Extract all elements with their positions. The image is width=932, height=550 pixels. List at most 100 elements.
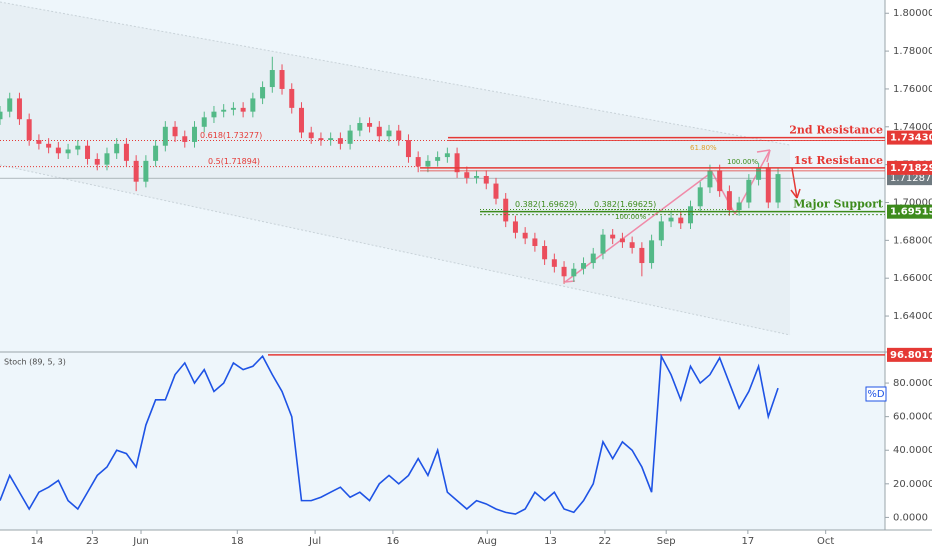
channel-bottom <box>0 164 791 336</box>
stoch-level-label: 96.8017 <box>890 350 932 361</box>
candle-body <box>192 126 198 142</box>
candle-body <box>697 187 703 207</box>
candle-body <box>347 130 353 144</box>
y-tick-label: 1.74000 <box>893 122 932 133</box>
candle-body <box>75 145 81 150</box>
level-name: Major Support <box>793 198 884 211</box>
candle-body <box>114 143 120 154</box>
candle-body <box>133 160 139 182</box>
candle-body <box>357 123 363 131</box>
candle-body <box>26 119 32 141</box>
candle-body <box>36 140 42 144</box>
candle-body <box>65 149 71 154</box>
y-tick-label: 1.64000 <box>893 311 932 322</box>
candle-body <box>221 109 227 112</box>
candle-body <box>493 183 499 199</box>
y-tick-label: 0.0000 <box>893 512 928 523</box>
fib-percent: 100.00% <box>727 158 758 166</box>
candle-body <box>250 98 256 112</box>
fib-label: 0.618(1.73277) <box>200 131 262 140</box>
x-tick-label: 23 <box>86 536 99 547</box>
candle-body <box>308 132 314 139</box>
candle-body <box>765 168 771 203</box>
candle-body <box>240 107 246 112</box>
candle-body <box>435 157 441 161</box>
x-tick-label: Aug <box>477 536 497 547</box>
candle-body <box>279 70 285 89</box>
candle-body <box>590 253 596 264</box>
y-tick-label: 1.80000 <box>893 8 932 19</box>
candle-body <box>668 217 674 222</box>
candle-body <box>717 170 723 192</box>
candle-body <box>211 111 217 118</box>
fib-percent: 100.00% <box>615 213 646 221</box>
candle-body <box>260 87 266 99</box>
candle-body <box>162 126 168 146</box>
y-tick-label: 1.70000 <box>893 197 932 208</box>
legend-label: %D <box>867 389 885 400</box>
candle-body <box>16 98 22 120</box>
down-arrow <box>790 167 801 199</box>
candle-body <box>658 221 664 241</box>
candle-body <box>649 240 655 264</box>
candle-body <box>542 246 548 260</box>
channel-top <box>0 1 791 146</box>
candle-body <box>483 176 489 184</box>
y-tick-label: 60.0000 <box>893 412 932 423</box>
candle-body <box>7 98 13 112</box>
fib-label: 0.5(1.71894) <box>208 157 260 166</box>
x-tick-label: 22 <box>599 536 612 547</box>
candle-body <box>289 88 295 108</box>
candle-body <box>454 153 460 173</box>
fib-percent: 61.80% <box>690 144 717 152</box>
level-tag <box>887 130 932 145</box>
level-tag <box>887 160 932 175</box>
candle-body <box>318 138 324 141</box>
candle-body <box>678 217 684 224</box>
candle-body <box>532 238 538 247</box>
level-name: 1st Resistance <box>794 154 883 167</box>
candle-body <box>104 153 110 165</box>
x-tick-label: 13 <box>544 536 557 547</box>
candle-body <box>337 138 343 144</box>
candle-body <box>551 259 557 267</box>
candle-body <box>746 179 752 203</box>
candle-body <box>415 157 421 167</box>
candle-body <box>55 147 61 154</box>
candle-body <box>230 107 236 110</box>
stoch-title: Stoch (89, 5, 3) <box>4 358 66 367</box>
candle-body <box>444 153 450 158</box>
level-tag-label: 1.71829 <box>890 163 932 174</box>
level-tag-label: 1.73430 <box>890 133 932 144</box>
legend-box <box>865 386 887 402</box>
y-tick-label: 1.68000 <box>893 235 932 246</box>
candle-body <box>298 107 304 133</box>
candle-body <box>172 126 178 137</box>
y-tick-label: 20.0000 <box>893 479 932 490</box>
stoch-line <box>0 353 779 515</box>
y-tick-label: 80.0000 <box>893 378 932 389</box>
candle-body <box>0 111 3 120</box>
fib-label: 0.382(1.69625) <box>594 200 656 209</box>
candle-body <box>328 138 334 141</box>
candle-body <box>201 117 207 127</box>
candle-body <box>581 263 587 269</box>
x-tick-label: 18 <box>231 536 244 547</box>
fib-label: 0.382(1.69629) <box>515 200 577 209</box>
candle-body <box>425 160 431 167</box>
candle-body <box>405 140 411 158</box>
candle-body <box>639 247 645 264</box>
candle-body <box>143 160 149 182</box>
candle-body <box>503 198 509 222</box>
x-tick-label: 14 <box>31 536 44 547</box>
level-name: 2nd Resistance <box>789 124 883 137</box>
x-tick-label: 16 <box>387 536 400 547</box>
candle-body <box>707 170 713 188</box>
candle-body <box>474 176 480 178</box>
x-tick-label: Sep <box>657 536 676 547</box>
candle-body <box>46 143 52 148</box>
candle-body <box>153 145 159 161</box>
candle-body <box>600 234 606 254</box>
candle-body <box>367 123 373 127</box>
